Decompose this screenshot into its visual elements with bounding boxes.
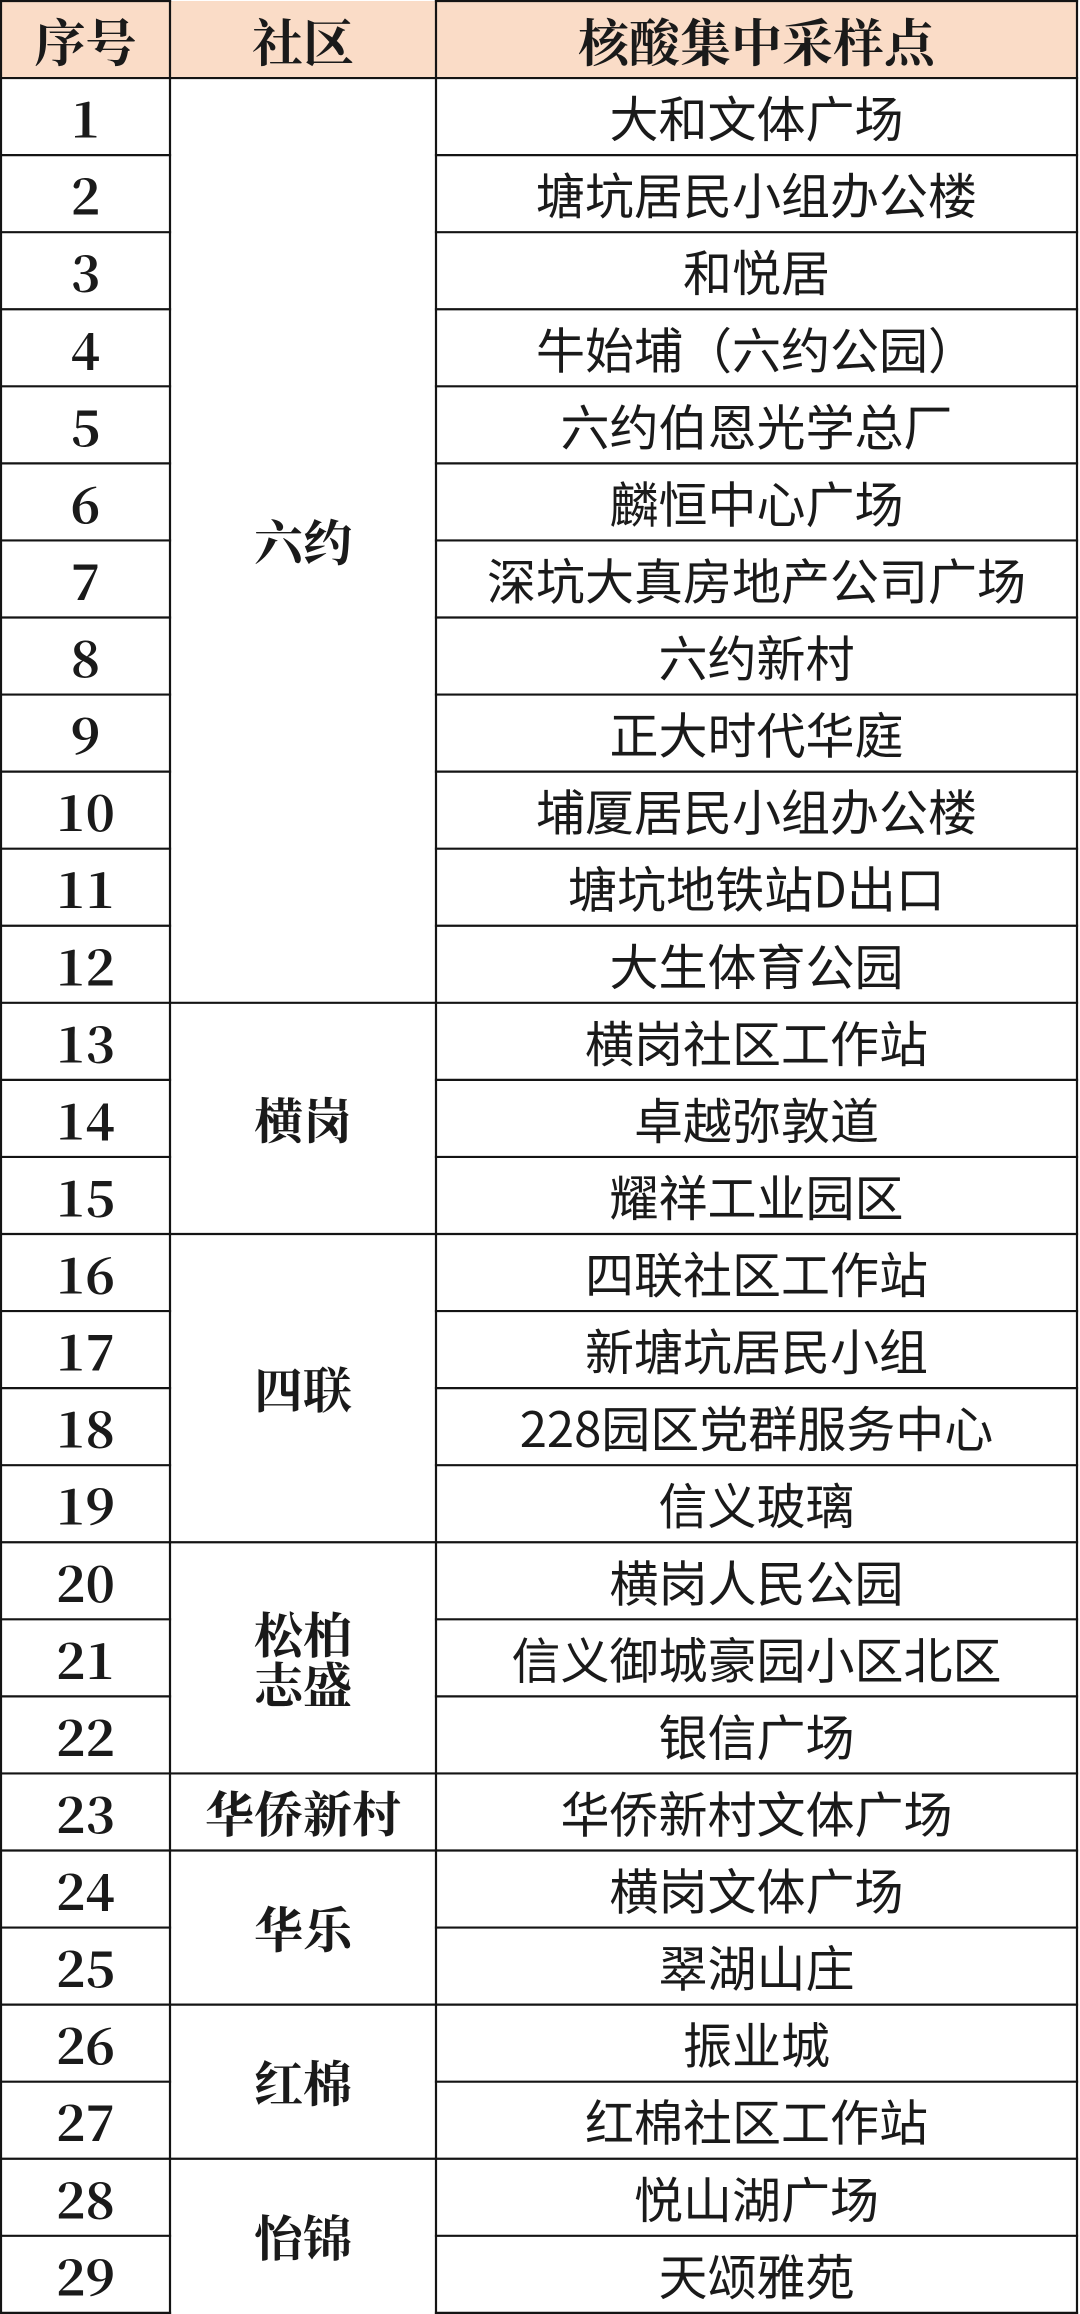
svg-text:信义御城豪园小区北区: 信义御城豪园小区北区 (511, 1622, 1001, 1693)
svg-text:13: 13 (56, 1005, 115, 1077)
svg-text:20: 20 (56, 1545, 115, 1617)
svg-text:天颂雅苑: 天颂雅苑 (658, 2239, 854, 2310)
svg-text:横岗人民公园: 横岗人民公园 (609, 1545, 903, 1616)
svg-text:华侨新村文体广场: 华侨新村文体广场 (560, 1776, 952, 1847)
svg-text:埔厦居民小组办公楼: 埔厦居民小组办公楼 (536, 775, 977, 846)
svg-text:25: 25 (56, 1930, 115, 2002)
svg-text:华乐: 华乐 (254, 1893, 356, 1963)
svg-text:大生体育公园: 大生体育公园 (609, 929, 903, 1000)
svg-text:23: 23 (56, 1776, 115, 1848)
svg-text:26: 26 (56, 2007, 115, 2079)
svg-text:3: 3 (71, 235, 100, 307)
svg-text:2: 2 (71, 158, 100, 230)
svg-text:正大时代华庭: 正大时代华庭 (609, 698, 903, 769)
svg-text:信义玻璃: 信义玻璃 (658, 1468, 854, 1539)
svg-text:24: 24 (56, 1853, 115, 1925)
svg-text:22: 22 (56, 1699, 115, 1771)
svg-text:深坑大真房地产公司广场: 深坑大真房地产公司广场 (487, 543, 1026, 614)
svg-text:12: 12 (56, 928, 115, 1000)
svg-text:11: 11 (56, 851, 115, 923)
svg-text:六约新村: 六约新村 (658, 621, 854, 692)
svg-text:红棉: 红棉 (254, 2047, 352, 2117)
svg-text:1: 1 (71, 81, 100, 153)
svg-text:29: 29 (56, 2238, 115, 2310)
svg-text:5: 5 (71, 389, 100, 461)
svg-text:翠湖山庄: 翠湖山庄 (658, 1931, 854, 2002)
svg-text:18: 18 (56, 1391, 115, 1463)
svg-text:横岗社区工作站: 横岗社区工作站 (585, 1006, 928, 1077)
svg-text:银信广场: 银信广场 (658, 1699, 854, 1770)
svg-text:六约: 六约 (254, 505, 352, 575)
svg-text:228园区党群服务中心: 228园区党群服务中心 (520, 1391, 994, 1462)
svg-text:4: 4 (71, 312, 100, 384)
svg-text:振业城: 振业城 (683, 2008, 830, 2079)
svg-text:和悦居: 和悦居 (683, 235, 830, 306)
svg-text:卓越弥敦道: 卓越弥敦道 (634, 1083, 879, 1154)
svg-text:塘坑地铁站D出口: 塘坑地铁站D出口 (568, 852, 945, 923)
svg-text:麟恒中心广场: 麟恒中心广场 (609, 466, 903, 537)
svg-text:社区: 社区 (252, 3, 354, 77)
svg-text:19: 19 (56, 1468, 115, 1540)
svg-text:10: 10 (56, 774, 115, 846)
svg-text:27: 27 (56, 2084, 115, 2156)
svg-text:序号: 序号 (34, 3, 136, 77)
svg-text:17: 17 (56, 1314, 115, 1386)
svg-text:耀祥工业园区: 耀祥工业园区 (609, 1160, 903, 1231)
svg-text:8: 8 (71, 620, 100, 692)
svg-text:14: 14 (56, 1082, 115, 1154)
svg-text:志盛: 志盛 (254, 1648, 352, 1718)
svg-text:四联: 四联 (254, 1353, 352, 1423)
svg-text:牛始埔（六约公园）: 牛始埔（六约公园） (536, 312, 977, 383)
svg-text:核酸集中采样点: 核酸集中采样点 (578, 3, 938, 77)
svg-text:15: 15 (56, 1159, 115, 1231)
svg-text:悦山湖广场: 悦山湖广场 (634, 2162, 879, 2233)
svg-text:横岗文体广场: 横岗文体广场 (609, 1854, 903, 1925)
svg-text:四联社区工作站: 四联社区工作站 (585, 1237, 928, 1308)
svg-text:华侨新村: 华侨新村 (205, 1777, 401, 1847)
svg-text:28: 28 (56, 2161, 115, 2233)
svg-text:怡锦: 怡锦 (254, 2201, 352, 2271)
svg-text:塘坑居民小组办公楼: 塘坑居民小组办公楼 (536, 158, 977, 229)
svg-text:7: 7 (71, 543, 100, 615)
svg-text:6: 6 (71, 466, 100, 538)
svg-text:新塘坑居民小组: 新塘坑居民小组 (585, 1314, 928, 1385)
svg-text:红棉社区工作站: 红棉社区工作站 (585, 2085, 928, 2156)
svg-text:横岗: 横岗 (254, 1083, 352, 1153)
svg-text:9: 9 (71, 697, 100, 769)
svg-text:21: 21 (56, 1622, 115, 1694)
svg-text:六约伯恩光学总厂: 六约伯恩光学总厂 (560, 389, 952, 460)
svg-text:大和文体广场: 大和文体广场 (609, 81, 903, 152)
svg-text:16: 16 (56, 1237, 115, 1309)
